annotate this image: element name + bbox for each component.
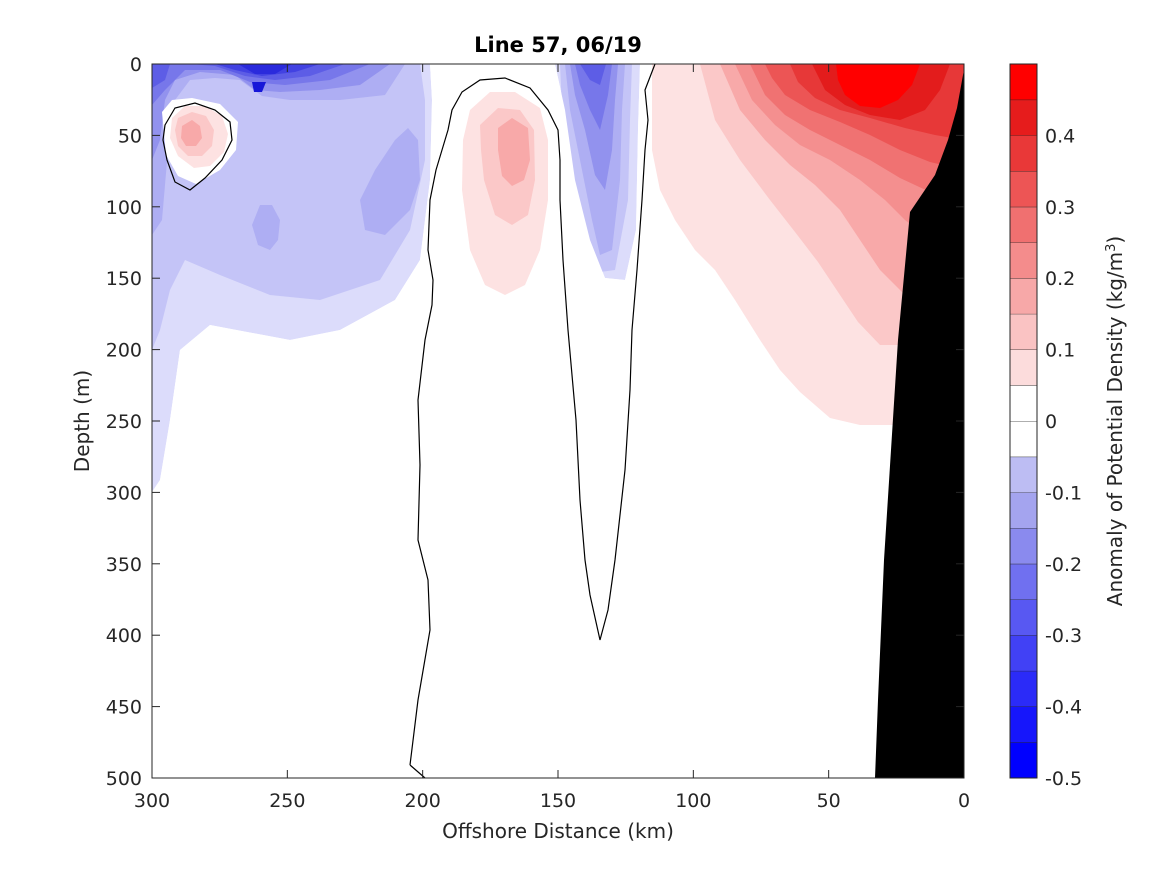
colorbar-tick-label: -0.4 [1045,697,1082,719]
colorbar: -0.5 -0.4 -0.3 -0.2 -0.1 0 0.1 0.2 0.3 0.4 [1009,63,1082,790]
y-tick-label: 350 [106,554,142,576]
colorbar-tick-label: -0.3 [1045,625,1082,647]
y-tick-label: 500 [106,768,142,790]
colorbar-tick-label: 0.4 [1045,125,1075,147]
x-tick-label: 50 [817,790,841,812]
contour-fill-neg-0-15-c [252,205,280,250]
colorbar-segment [1010,206,1037,243]
x-axis: 300 250 200 150 100 50 0 [134,64,970,812]
colorbar-segment [1010,599,1037,636]
x-tick-label: 300 [134,790,170,812]
colorbar-label-end: ) [1103,236,1127,244]
colorbar-segment [1010,99,1037,136]
colorbar-tick-label: 0.3 [1045,197,1075,219]
x-tick-label: 150 [540,790,576,812]
colorbar-segment [1010,313,1037,350]
zero-contour-eddy [162,102,233,191]
colorbar-segment [1010,528,1037,564]
contour-fill-neg-0-25 [152,64,370,105]
contour-fill-neg-0-40 [238,64,292,74]
y-tick-label: 200 [106,340,142,362]
colorbar-segment [1010,563,1037,600]
colorbar-segment [1010,349,1037,386]
contour-fill-neg-0-30-b [152,64,170,88]
chart-title: Line 57, 06/19 [474,33,642,57]
x-tick-label: 100 [675,790,711,812]
bathymetry-shelf [875,70,964,778]
colorbar-segment [1010,278,1037,314]
colorbar-segment [1010,635,1037,671]
contour-fill-neg-0-20 [152,64,390,160]
colorbar-tick-label: 0 [1045,411,1057,433]
colorbar-tick-label: -0.1 [1045,482,1082,504]
contour-fill-zero-mid-east [540,64,655,640]
colorbar-segment [1010,385,1037,421]
colorbar-label-sup: 3 [1104,244,1119,252]
contour-fill-neg-0-25-mid [575,64,612,130]
y-tick-label: 250 [106,411,142,433]
colorbar-tick-label: -0.5 [1045,768,1082,790]
y-tick-label: 400 [106,625,142,647]
contour-fill-zero-mid-west [152,64,470,778]
x-axis-label: Offshore Distance (km) [442,819,674,843]
colorbar-label-main: Anomaly of Potential Density (kg/m [1103,252,1127,606]
colorbar-segment [1010,242,1037,279]
contour-fill-pos-0-45-east [836,64,920,108]
colorbar-frame [1009,63,1038,779]
y-tick-label: 0 [130,54,142,76]
colorbar-segment [1010,670,1037,707]
x-tick-label: 0 [958,790,970,812]
contour-fills [152,64,964,778]
colorbar-segment [1010,706,1037,743]
y-tick-label: 150 [106,268,142,290]
colorbar-label: Anomaly of Potential Density (kg/m3) [1103,236,1127,606]
x-tick-label: 200 [405,790,441,812]
contour-fill-neg-0-15 [152,64,405,235]
contour-fill-pos-eddy-0-15 [181,120,202,146]
x-tick-label: 250 [269,790,305,812]
contour-fill-neg-0-15-b [360,128,420,235]
plot-area [151,63,965,779]
y-tick-label: 300 [106,482,142,504]
y-tick-label: 450 [106,697,142,719]
contour-fill-neg-0-30-mid [580,64,606,85]
contour-fill-neg-0-45 [252,82,266,92]
y-axis-label: Depth (m) [70,370,94,472]
colorbar-segment [1010,135,1037,172]
y-tick-label: 100 [106,197,142,219]
colorbar-segment [1010,64,1037,100]
colorbar-segment [1010,456,1037,493]
y-tick-label: 50 [118,125,142,147]
colorbar-tick-label: 0.2 [1045,268,1075,290]
colorbar-segment [1010,421,1037,457]
y-axis: 0 50 100 150 200 250 300 350 400 450 500 [106,54,964,790]
colorbar-segment [1010,742,1037,778]
colorbar-tick-label: -0.2 [1045,554,1082,576]
colorbar-segment [1010,492,1037,529]
colorbar-segment [1010,171,1037,207]
colorbar-tick-label: 0.1 [1045,340,1075,362]
contour-fill-pos-0-15 [498,118,530,186]
